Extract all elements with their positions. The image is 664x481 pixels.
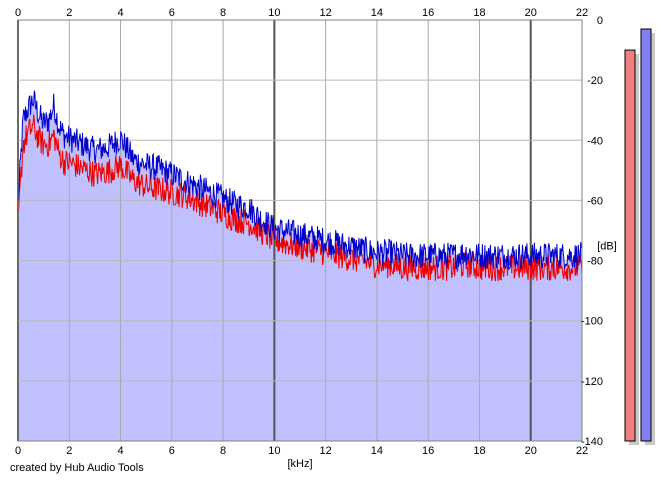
spectrum-fill-area	[18, 90, 582, 441]
x-tick-label-bottom: 20	[525, 445, 537, 457]
x-axis-label: [kHz]	[287, 458, 312, 470]
y-tick-label: -20	[587, 75, 603, 87]
y-axis-label: [dB]	[597, 241, 617, 253]
spectrum-trace-blue	[17, 90, 583, 271]
x-tick-label-top: 10	[268, 7, 280, 19]
x-tick-label-bottom: 0	[15, 445, 21, 457]
level-meter-bar	[640, 28, 652, 442]
x-tick-label-bottom: 16	[422, 445, 434, 457]
x-tick-label-top: 22	[576, 7, 588, 19]
y-tick-label: -40	[587, 135, 603, 147]
y-tick-label: -100	[581, 316, 603, 328]
x-tick-label-top: 20	[525, 7, 537, 19]
x-tick-label-bottom: 22	[576, 445, 588, 457]
y-tick-label: -80	[587, 256, 603, 268]
x-tick-label-bottom: 12	[320, 445, 332, 457]
y-tick-label: 0	[597, 15, 603, 27]
x-tick-label-top: 0	[15, 7, 21, 19]
x-tick-label-top: 14	[371, 7, 383, 19]
x-tick-label-top: 12	[320, 7, 332, 19]
x-tick-label-bottom: 8	[220, 445, 226, 457]
x-tick-label-bottom: 2	[66, 445, 72, 457]
y-tick-label: -140	[581, 436, 603, 448]
x-tick-label-bottom: 4	[117, 445, 123, 457]
plot-border	[17, 19, 583, 442]
x-tick-label-top: 6	[169, 7, 175, 19]
y-tick-label: -120	[581, 376, 603, 388]
x-tick-label-top: 2	[66, 7, 72, 19]
y-tick-label: -60	[587, 195, 603, 207]
credit-text: created by Hub Audio Tools	[10, 462, 144, 474]
x-tick-label-bottom: 14	[371, 445, 383, 457]
x-tick-label-bottom: 18	[473, 445, 485, 457]
level-meter-bar	[624, 49, 636, 442]
x-tick-label-bottom: 6	[169, 445, 175, 457]
x-tick-label-bottom: 10	[268, 445, 280, 457]
x-tick-label-top: 16	[422, 7, 434, 19]
x-tick-label-top: 8	[220, 7, 226, 19]
x-tick-label-top: 4	[117, 7, 123, 19]
x-tick-label-top: 18	[473, 7, 485, 19]
